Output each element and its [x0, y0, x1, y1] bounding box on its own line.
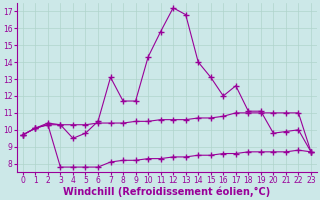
- X-axis label: Windchill (Refroidissement éolien,°C): Windchill (Refroidissement éolien,°C): [63, 187, 270, 197]
